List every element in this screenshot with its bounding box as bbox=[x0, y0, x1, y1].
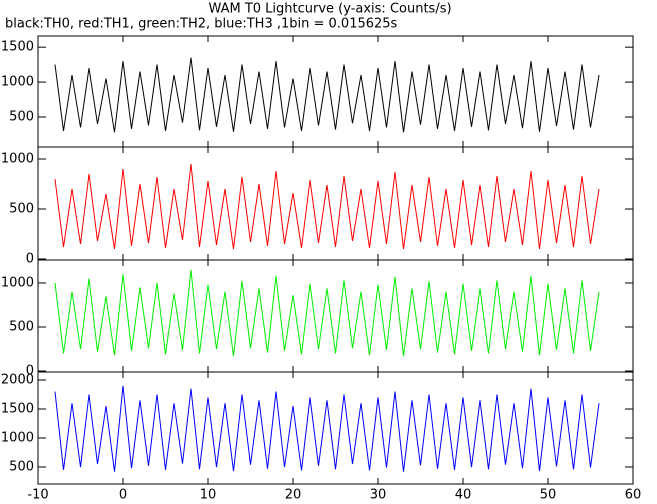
y-tick-label: 1000 bbox=[1, 152, 34, 167]
x-tick-label: 30 bbox=[370, 488, 387, 503]
x-tick-label: 40 bbox=[455, 488, 472, 503]
x-tick-label: 60 bbox=[625, 488, 642, 503]
y-tick-label: 1500 bbox=[1, 402, 34, 417]
chart-title: WAM T0 Lightcurve (y-axis: Counts/s) bbox=[208, 2, 451, 17]
chart-subtitle: black:TH0, red:TH1, green:TH2, blue:TH3 … bbox=[5, 17, 398, 32]
lightcurve bbox=[54, 385, 600, 472]
x-tick-label: -10 bbox=[27, 488, 48, 503]
x-tick-label: 0 bbox=[119, 488, 127, 503]
y-tick-label: 1000 bbox=[1, 275, 34, 290]
x-tick-label: 20 bbox=[285, 488, 302, 503]
y-tick-label: 500 bbox=[9, 109, 34, 124]
x-tick-label: 50 bbox=[540, 488, 557, 503]
y-tick-label: 1000 bbox=[1, 75, 34, 90]
y-tick-label: 1500 bbox=[1, 40, 34, 55]
y-tick-label: 0 bbox=[26, 252, 34, 267]
y-tick-label: 500 bbox=[9, 460, 34, 475]
lightcurve bbox=[54, 163, 600, 250]
panel-frame bbox=[37, 371, 634, 485]
y-tick-label: 500 bbox=[9, 202, 34, 217]
x-tick-label: 10 bbox=[200, 488, 217, 503]
y-tick-label: 1000 bbox=[1, 431, 34, 446]
y-tick-label: 2000 bbox=[1, 373, 34, 388]
lightcurve bbox=[54, 57, 600, 133]
y-tick-label: 0 bbox=[26, 364, 34, 379]
y-tick-label: 500 bbox=[9, 320, 34, 335]
lightcurve bbox=[54, 269, 600, 357]
